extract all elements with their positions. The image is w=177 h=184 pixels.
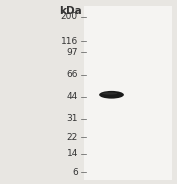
Text: 97: 97 — [66, 48, 78, 57]
Text: 200: 200 — [61, 12, 78, 21]
Text: 14: 14 — [67, 149, 78, 158]
Ellipse shape — [99, 91, 124, 99]
Text: 22: 22 — [67, 133, 78, 141]
Text: 44: 44 — [67, 92, 78, 101]
Text: 6: 6 — [72, 168, 78, 176]
Ellipse shape — [102, 92, 117, 95]
Bar — [84, 6, 172, 180]
Text: 31: 31 — [66, 114, 78, 123]
Text: 116: 116 — [61, 37, 78, 46]
Text: kDa: kDa — [59, 6, 82, 16]
Text: 66: 66 — [66, 70, 78, 79]
